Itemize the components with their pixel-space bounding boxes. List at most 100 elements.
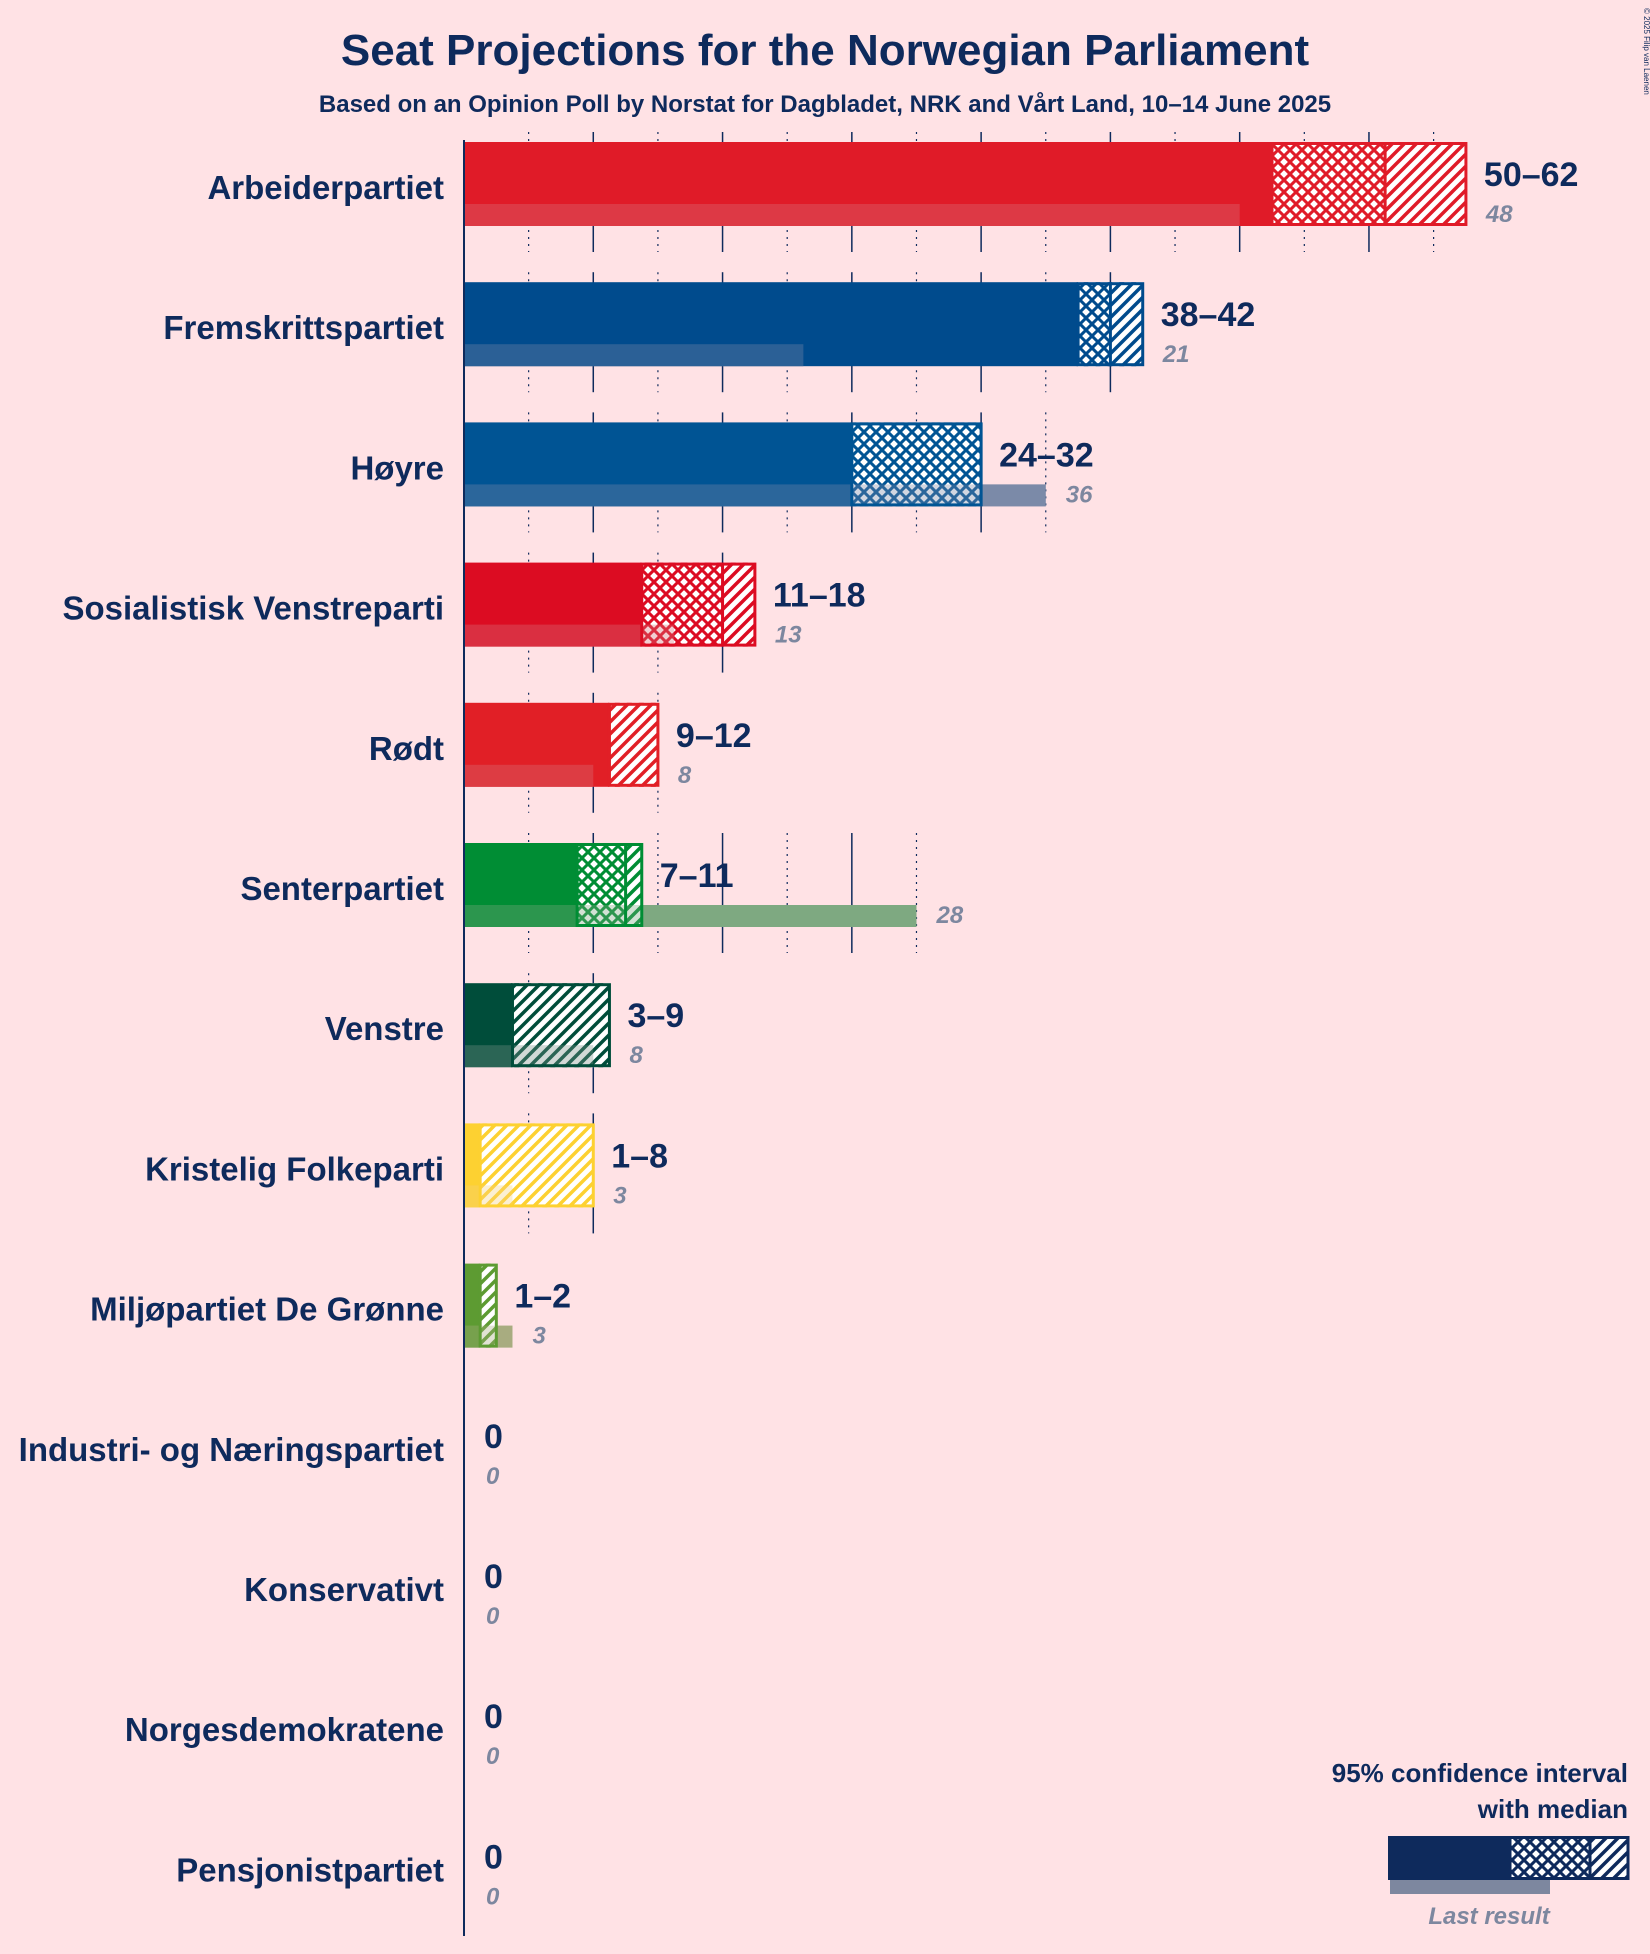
ci-low-median-bar [1272,142,1386,226]
range-label: 11–18 [773,577,866,615]
last-result-label: 3 [613,1182,627,1209]
party-row: Fremskrittspartiet 38–42 21 [163,282,1255,368]
range-label: 1–2 [514,1278,571,1316]
range-label: 0 [484,1838,503,1876]
last-result-label: 28 [935,902,963,929]
chart-subtitle: Based on an Opinion Poll by Norstat for … [319,91,1331,118]
party-row: Arbeiderpartiet 50–62 48 [207,142,1578,228]
range-label: 0 [484,1418,503,1456]
ci-outline [850,422,983,507]
ci-outline [1270,142,1468,226]
party-label: Industri- og Næringspartiet [19,1431,444,1468]
credit-text: © 2025 Filip van Laenen [1642,8,1650,95]
range-label: 38–42 [1161,296,1256,334]
ci-median-high-bar [480,1123,594,1208]
party-label: Senterpartiet [240,870,444,907]
ci-median-high-bar [1110,282,1143,367]
last-result-overlay [464,1185,513,1208]
range-label: 7–11 [660,857,734,895]
last-result-overlay [464,1045,594,1068]
range-label: 0 [484,1698,503,1736]
party-row: Norgesdemokratene 0 0 [125,1698,503,1770]
ci-median-high-bar [609,702,658,787]
range-label: 0 [484,1558,503,1596]
ci-lower-bar [464,1123,481,1208]
last-result-label: 8 [629,1042,643,1069]
ci-low-median-bar [1078,282,1111,367]
last-result-label: 36 [1066,481,1093,508]
chart-title: Seat Projections for the Norwegian Parli… [341,26,1310,75]
ci-median-high-bar [1385,142,1466,226]
party-row: Sosialistisk Venstreparti 11–18 13 [62,562,866,649]
last-result-label: 48 [1485,201,1513,228]
ci-outline [510,983,611,1068]
last-result-label: 13 [775,622,802,649]
party-row: Konservativt 0 0 [244,1558,503,1630]
ci-low-median-bar [641,562,723,647]
legend-cross-bar [1510,1836,1590,1880]
party-label: Arbeiderpartiet [207,169,444,206]
ci-low-median-bar [577,843,626,927]
ci-outline [478,1263,498,1348]
party-label: Høyre [350,449,444,486]
ci-lower-bar [464,282,1079,367]
legend-line1: 95% confidence interval [1332,1758,1628,1788]
legend: 95% confidence interval with median Last… [1332,1758,1630,1930]
range-label: 50–62 [1484,156,1579,194]
last-result-label: 0 [486,1463,500,1490]
legend-last-result-label: Last result [1428,1903,1550,1930]
party-row: Pensjonistpartiet 0 0 [176,1838,503,1910]
last-result-label: 3 [532,1323,546,1350]
party-label: Norgesdemokratene [125,1711,444,1748]
party-label: Venstre [325,1010,444,1047]
range-label: 3–9 [627,997,684,1035]
legend-hatch-bar [1590,1836,1628,1880]
last-result-overlay [464,905,917,927]
last-result-label: 8 [678,762,692,789]
range-label: 24–32 [999,436,1094,474]
party-label: Konservativt [244,1571,444,1608]
party-row: Rødt 9–12 8 [369,702,752,789]
party-rows: Arbeiderpartiet 50–62 48 Fremskrittspartiet… [19,142,1578,1910]
ci-outline [575,843,644,927]
ci-median-high-bar [512,983,610,1068]
ci-outline [478,1123,595,1208]
ci-lower-bar [464,142,1272,226]
party-row: Industri- og Næringspartiet 0 0 [19,1418,503,1490]
last-result-overlay [464,484,1046,507]
last-result-label: 21 [1162,341,1190,368]
party-row: Venstre 3–9 8 [325,983,684,1069]
party-row: Miljøpartiet De Grønne 1–2 3 [90,1263,571,1350]
party-label: Rødt [369,730,444,767]
party-label: Fremskrittspartiet [163,309,444,346]
legend-line2: with median [1477,1794,1628,1824]
ci-lower-bar [464,983,513,1068]
ci-lower-bar [464,702,610,787]
last-result-overlay [464,624,675,647]
party-label: Sosialistisk Venstreparti [62,590,444,627]
last-result-overlay [464,1325,513,1348]
ci-median-high-bar [480,1263,497,1348]
legend-outline [1508,1836,1630,1880]
last-result-overlay [464,764,594,787]
ci-low-median-bar [851,422,982,507]
ci-lower-bar [464,422,852,507]
party-label: Kristelig Folkeparti [145,1150,444,1187]
legend-solid-bar [1388,1836,1510,1880]
party-label: Miljøpartiet De Grønne [90,1291,444,1328]
last-result-overlay [464,344,804,367]
party-label: Pensjonistpartiet [176,1851,444,1888]
ci-lower-bar [464,843,578,927]
party-row: Kristelig Folkeparti 1–8 3 [145,1123,668,1209]
ci-median-high-bar [625,843,642,927]
ci-median-high-bar [722,562,755,647]
ci-outline [607,702,660,787]
last-result-label: 0 [486,1603,500,1630]
last-result-label: 0 [486,1743,500,1770]
range-label: 1–8 [611,1137,668,1175]
last-result-label: 0 [486,1883,500,1910]
ci-lower-bar [464,562,642,647]
last-result-overlay [464,204,1240,226]
ci-outline [640,562,757,647]
